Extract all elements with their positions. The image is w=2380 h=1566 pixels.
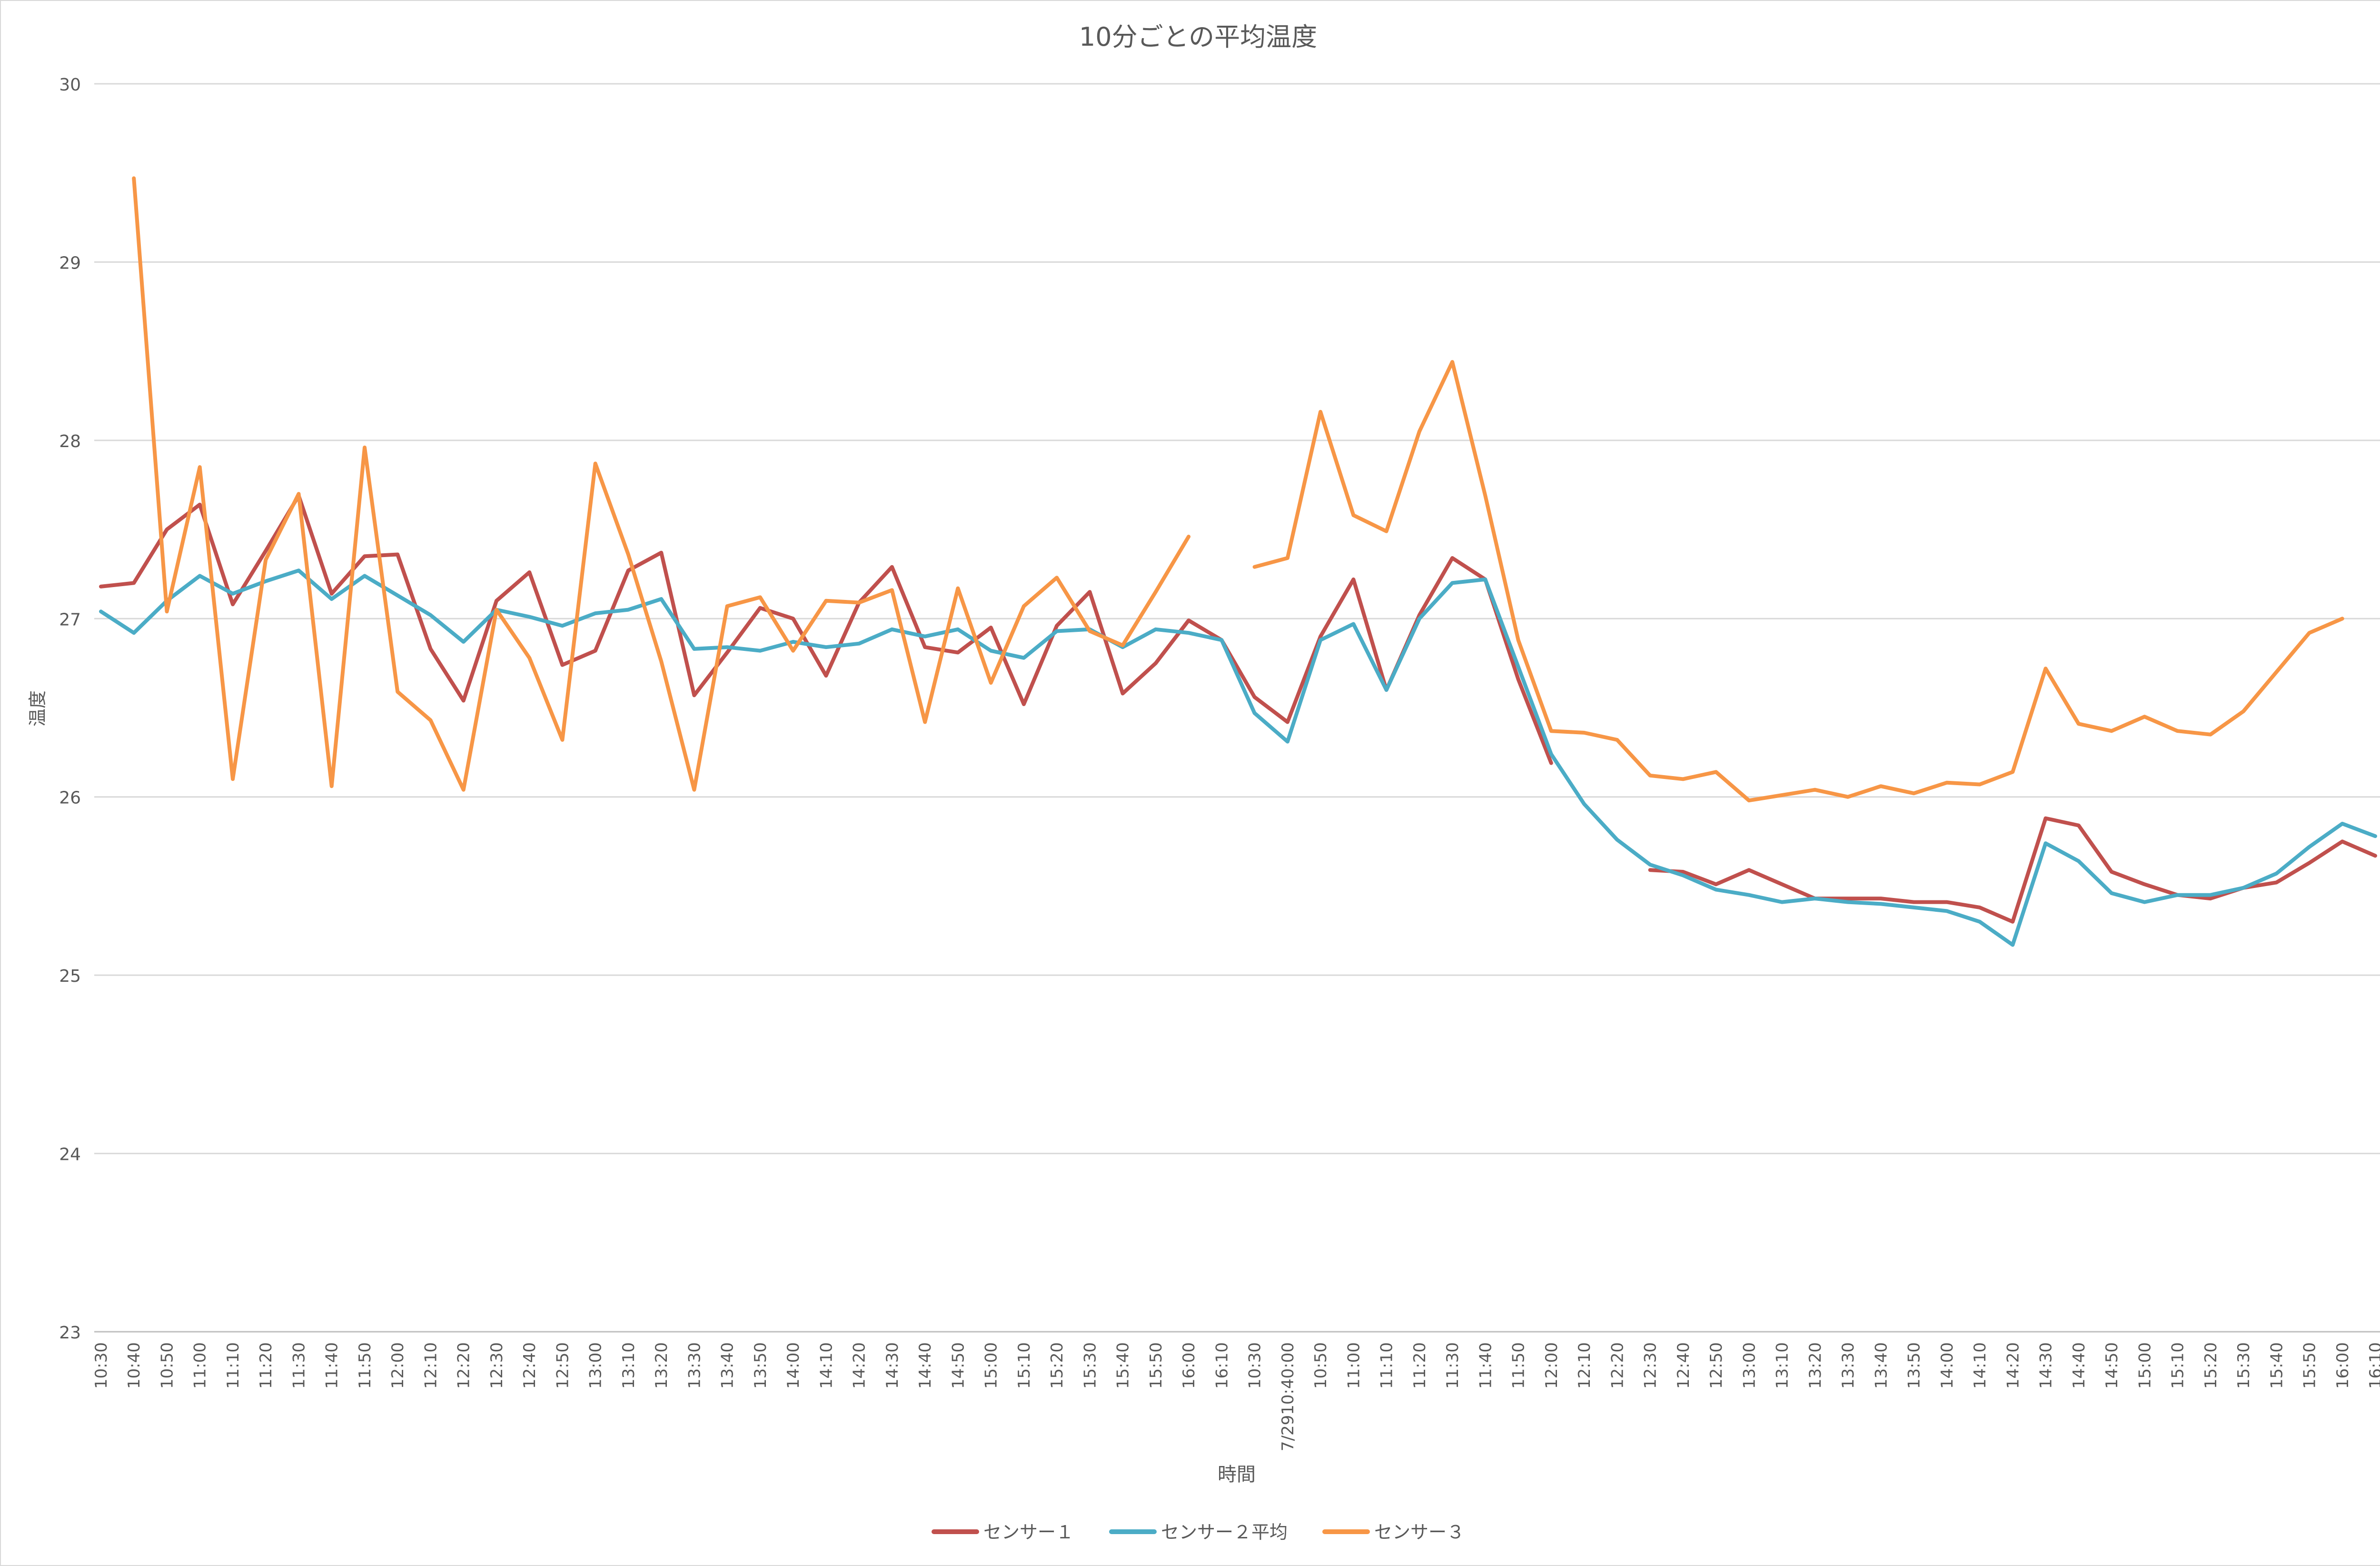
x-tick-label: 11:20 <box>257 1342 276 1389</box>
x-tick-label: 11:20 <box>1410 1342 1429 1389</box>
x-tick-label: 16:00 <box>2333 1342 2352 1389</box>
x-tick-label: 14:40 <box>2070 1342 2089 1389</box>
x-tick-label: 10:40 <box>125 1342 144 1389</box>
x-tick-label: 13:30 <box>685 1342 704 1389</box>
x-tick-label: 16:00 <box>1180 1342 1199 1389</box>
y-axis-label: 温度 <box>27 690 48 727</box>
legend-label-1: センサー１ <box>983 1522 1074 1543</box>
legend-label-3: センサー３ <box>1374 1522 1465 1543</box>
chart-title: 10分ごとの平均温度 <box>1079 22 1317 52</box>
x-tick-label: 11:50 <box>1509 1342 1528 1389</box>
x-tick-label: 11:40 <box>1476 1342 1495 1389</box>
x-tick-label: 13:00 <box>586 1342 605 1389</box>
y-tick-label: 29 <box>59 253 81 273</box>
x-tick-label: 11:00 <box>1344 1342 1363 1389</box>
x-tick-label: 12:10 <box>421 1342 440 1389</box>
x-tick-label: 14:10 <box>817 1342 836 1389</box>
y-tick-label: 26 <box>59 788 81 808</box>
y-tick-label: 30 <box>59 75 81 95</box>
x-tick-label: 11:00 <box>191 1342 210 1389</box>
x-tick-label: 13:30 <box>1839 1342 1858 1389</box>
x-tick-label: 15:50 <box>1147 1342 1166 1389</box>
x-tick-label: 11:30 <box>1443 1342 1462 1389</box>
y-tick-label: 28 <box>59 432 81 451</box>
y-tick-label: 24 <box>59 1145 81 1165</box>
x-tick-label: 13:40 <box>718 1342 737 1389</box>
x-tick-label: 14:20 <box>2003 1342 2023 1389</box>
x-tick-label: 15:20 <box>2202 1342 2221 1389</box>
x-axis-ticks: 10:30 10:40 10:50 11:00 11:10 11:20 11:30 11:40… <box>92 1342 2380 1451</box>
x-tick-label: 12:00 <box>1542 1342 1561 1389</box>
x-tick-label: 12:20 <box>455 1342 474 1389</box>
x-tick-label: 13:10 <box>619 1342 638 1389</box>
x-tick-label: 12:20 <box>1608 1342 1627 1389</box>
x-tick-label: 12:00 <box>388 1342 407 1389</box>
x-tick-label: 14:40 <box>916 1342 935 1389</box>
x-tick-label: 13:00 <box>1740 1342 1759 1389</box>
x-tick-label: 14:30 <box>2037 1342 2056 1389</box>
y-tick-label: 27 <box>59 610 81 629</box>
series-line-3 <box>132 176 2344 803</box>
series-line-2 <box>99 569 2377 947</box>
x-tick-label: 7/2910:40:00 <box>1279 1342 1298 1451</box>
x-tick-label: 14:00 <box>784 1342 803 1389</box>
x-tick-label: 16:10 <box>2366 1342 2380 1389</box>
x-tick-label: 15:00 <box>982 1342 1001 1389</box>
x-tick-label: 14:20 <box>850 1342 869 1389</box>
y-tick-label: 23 <box>59 1323 81 1343</box>
x-tick-label: 14:30 <box>883 1342 902 1389</box>
x-tick-label: 10:30 <box>1246 1342 1265 1389</box>
x-tick-label: 11:50 <box>356 1342 375 1389</box>
x-tick-label: 12:40 <box>520 1342 539 1389</box>
x-tick-label: 13:50 <box>1905 1342 1924 1389</box>
x-tick-label: 12:10 <box>1575 1342 1594 1389</box>
x-tick-label: 15:10 <box>1015 1342 1034 1389</box>
legend: センサー１ センサー２平均 センサー３ <box>932 1522 1465 1543</box>
x-tick-label: 15:40 <box>2267 1342 2286 1389</box>
x-tick-label: 12:50 <box>553 1342 572 1389</box>
x-tick-label: 10:30 <box>92 1342 111 1389</box>
legend-label-2: センサー２平均 <box>1161 1522 1288 1543</box>
x-tick-label: 10:50 <box>1311 1342 1330 1389</box>
x-tick-label: 15:20 <box>1048 1342 1067 1389</box>
x-tick-label: 13:40 <box>1872 1342 1891 1389</box>
x-tick-label: 14:50 <box>949 1342 968 1389</box>
x-axis-label: 時間 <box>1218 1464 1256 1486</box>
x-tick-label: 12:50 <box>1707 1342 1726 1389</box>
x-tick-label: 15:40 <box>1114 1342 1133 1389</box>
x-tick-label: 12:30 <box>487 1342 506 1389</box>
x-tick-label: 11:30 <box>289 1342 308 1389</box>
x-tick-label: 11:10 <box>1378 1342 1397 1389</box>
y-axis-ticks: 23 24 25 26 27 28 29 30 <box>59 75 81 1343</box>
x-tick-label: 13:20 <box>652 1342 671 1389</box>
x-tick-label: 14:10 <box>1971 1342 1990 1389</box>
series-line-1 <box>99 493 2377 924</box>
x-tick-label: 15:30 <box>1081 1342 1100 1389</box>
x-tick-label: 14:00 <box>1938 1342 1957 1389</box>
x-tick-label: 13:10 <box>1773 1342 1792 1389</box>
x-tick-label: 16:10 <box>1212 1342 1231 1389</box>
x-tick-label: 14:50 <box>2102 1342 2122 1389</box>
plot-area <box>99 176 2377 947</box>
x-tick-label: 10:50 <box>158 1342 177 1389</box>
x-tick-label: 13:20 <box>1806 1342 1825 1389</box>
x-tick-label: 11:10 <box>224 1342 243 1389</box>
gridlines <box>94 83 2380 1333</box>
x-tick-label: 15:00 <box>2135 1342 2154 1389</box>
x-tick-label: 12:30 <box>1641 1342 1660 1389</box>
x-tick-label: 15:50 <box>2301 1342 2320 1389</box>
x-tick-label: 15:10 <box>2169 1342 2188 1389</box>
x-tick-label: 12:40 <box>1674 1342 1693 1389</box>
x-tick-label: 13:50 <box>751 1342 770 1389</box>
x-tick-label: 15:30 <box>2234 1342 2253 1389</box>
y-tick-label: 25 <box>59 967 81 986</box>
x-tick-label: 11:40 <box>323 1342 342 1389</box>
